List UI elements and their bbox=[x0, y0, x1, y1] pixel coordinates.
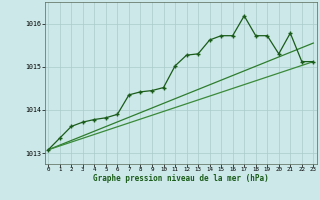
X-axis label: Graphe pression niveau de la mer (hPa): Graphe pression niveau de la mer (hPa) bbox=[93, 174, 269, 183]
